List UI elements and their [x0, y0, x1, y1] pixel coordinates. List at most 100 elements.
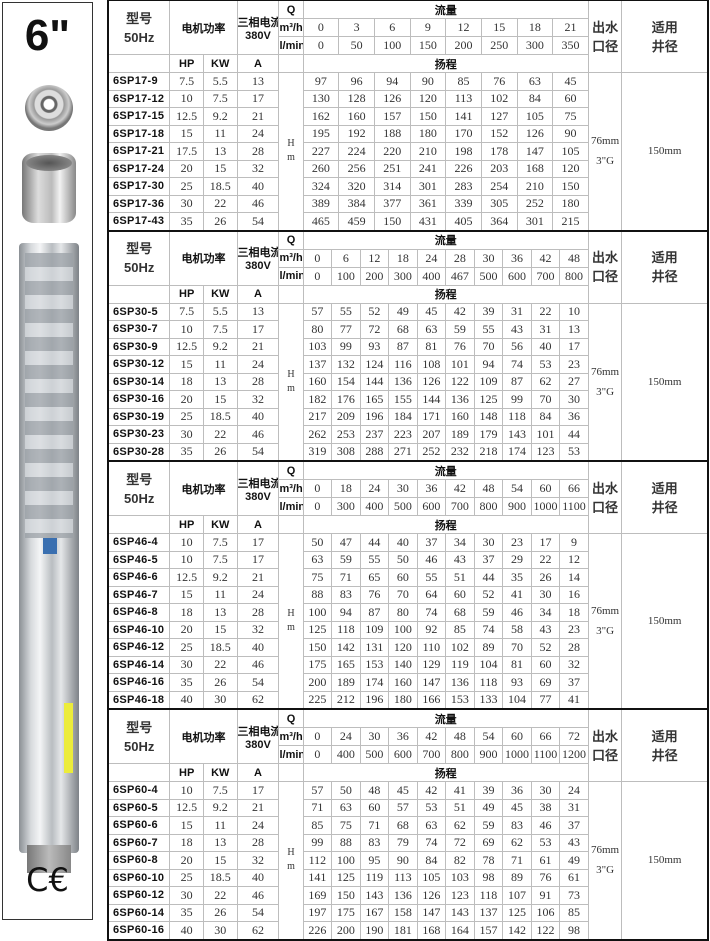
head-value: 41 [559, 690, 589, 710]
head-value: 43 [530, 620, 561, 639]
head-value: 105 [516, 107, 554, 126]
flow-lmin-value: 900 [502, 497, 532, 516]
head-value: 60 [388, 568, 418, 587]
amp-value: 17 [236, 89, 280, 108]
head-value: 60 [530, 655, 561, 674]
hp-value: 17.5 [169, 142, 204, 161]
well-size: 150mm [621, 302, 709, 462]
kw-value: 13 [202, 372, 238, 391]
kw-value: 15 [202, 390, 238, 409]
hp-value: 15 [169, 585, 204, 604]
head-value: 51 [445, 798, 475, 817]
model-name: 6SP46-5 [107, 550, 171, 569]
head-value: 62 [502, 833, 532, 852]
head-value: 137 [473, 903, 504, 922]
head-value: 157 [373, 107, 411, 126]
table-row: 6SP30-12 15 11 24 137 132 124 116 108 101 94 74 53 23 [107, 355, 708, 374]
head-value: 180 [388, 690, 418, 710]
head-value: 52 [359, 302, 390, 321]
outlet-size: 76mm 3"G [587, 781, 623, 940]
table-row: 6SP17-12 10 7.5 17 130 128 126 120 113 102 84 60 [107, 89, 708, 108]
flow-lmin-value: 700 [530, 266, 561, 286]
blank-cell [278, 54, 304, 73]
hp-value: 25 [169, 177, 204, 196]
kw-value: 30 [202, 921, 238, 940]
current-header: 三相电流 380V [236, 0, 280, 55]
head-value: 65 [359, 568, 390, 587]
table-row: 6SP46-8 18 13 28 100 94 87 80 74 68 59 46 34 18 [107, 603, 708, 622]
head-value: 180 [552, 194, 589, 213]
model-name: 6SP60-14 [107, 903, 171, 922]
flow-m3h-value: 18 [516, 18, 554, 37]
head-value: 105 [552, 142, 589, 161]
head-value: 98 [559, 921, 589, 940]
amp-value: 32 [236, 159, 280, 178]
head-value: 55 [331, 302, 361, 321]
head-header: 扬程 [302, 54, 589, 73]
head-value: 209 [331, 407, 361, 426]
model-name: 6SP60-5 [107, 798, 171, 817]
flow-lmin-value: 0 [302, 497, 333, 516]
well-size: 150mm [621, 72, 709, 231]
head-value: 92 [416, 620, 447, 639]
amp-value: 17 [236, 550, 280, 569]
amp-value: 54 [236, 442, 280, 462]
head-value: 34 [445, 533, 475, 552]
model-name: 6SP60-12 [107, 886, 171, 905]
performance-table: 型号 50Hz 电机功率 三相电流 380V Q 流量 出水 口径 适用 井径 m³/h 0 6 12 18 2… [107, 229, 709, 462]
flow-m3h-value: 42 [416, 727, 447, 746]
header-text: H [287, 138, 295, 150]
flow-m3h-value: 24 [331, 727, 361, 746]
head-value: 36 [559, 407, 589, 426]
hp-value: 12.5 [169, 337, 204, 356]
kw-value: 13 [202, 603, 238, 622]
head-value: 182 [302, 390, 333, 409]
head-value: 465 [302, 212, 340, 231]
hp-header: HP [169, 54, 204, 73]
diffuser-bowl-image [22, 153, 76, 223]
model-name: 6SP30-19 [107, 407, 171, 426]
amp-value: 46 [236, 655, 280, 674]
model-name: 6SP60-7 [107, 833, 171, 852]
head-value: 75 [552, 107, 589, 126]
blank-cell [278, 763, 304, 782]
flow-m3h-value: 21 [552, 18, 589, 37]
head-value: 101 [445, 355, 475, 374]
header-text: 井径 [651, 747, 678, 763]
head-value: 175 [331, 903, 361, 922]
head-value: 37 [559, 816, 589, 835]
flow-m3h-value: 36 [416, 479, 447, 498]
head-value: 160 [338, 107, 375, 126]
head-value: 178 [480, 142, 518, 161]
head-value: 59 [445, 320, 475, 339]
model-name: 6SP60-6 [107, 816, 171, 835]
flow-lmin-value: 250 [480, 36, 518, 55]
head-value: 262 [302, 425, 333, 444]
model-name: 6SP17-30 [107, 177, 171, 196]
head-value: 30 [530, 781, 561, 800]
head-value: 43 [445, 550, 475, 569]
head-value: 42 [416, 781, 447, 800]
header-text: 76mm [591, 365, 620, 378]
model-name: 6SP30-16 [107, 390, 171, 409]
head-value: 84 [416, 851, 447, 870]
head-value: 45 [388, 781, 418, 800]
hp-value: 25 [169, 868, 204, 887]
head-value: 119 [359, 868, 390, 887]
table-row: 6SP17-24 20 15 32 260 256 251 241 226 203 168 120 [107, 159, 708, 178]
header-text: 型号 [126, 719, 153, 735]
head-value: 150 [552, 177, 589, 196]
kw-value: 26 [202, 673, 238, 692]
head-value: 223 [388, 425, 418, 444]
blank-cell [107, 763, 171, 782]
amp-value: 17 [236, 533, 280, 552]
kw-value: 18.5 [202, 177, 238, 196]
head-value: 105 [416, 868, 447, 887]
head-value: 241 [409, 159, 447, 178]
well-header: 适用 井径 [621, 0, 709, 73]
head-value: 143 [502, 425, 532, 444]
flow-lmin-value: 700 [416, 745, 447, 764]
